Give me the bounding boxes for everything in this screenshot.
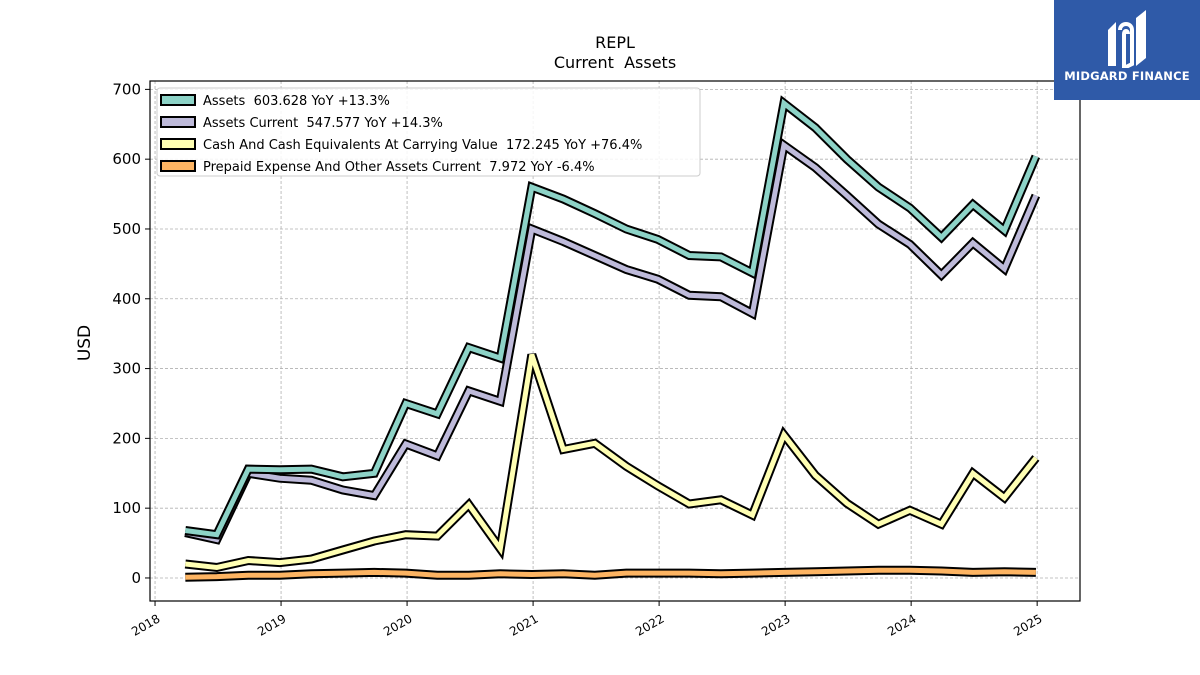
x-tick-label: 2020 [381,611,414,638]
x-tick-label: 2022 [633,611,666,638]
brand-logo: MIDGARD FINANCE [1054,0,1200,100]
chart-subtitle: Current Assets [554,53,676,72]
legend-entry: Assets 603.628 YoY +13.3% [203,94,390,109]
x-tick-label: 2024 [885,611,918,638]
y-tick-label: 400 [112,290,141,308]
x-tick-label: 2018 [129,611,162,638]
series-1 [184,95,1041,540]
y-tick-label: 0 [131,569,141,587]
series-line [184,98,1039,538]
series-line-outline [184,353,1040,573]
series-4 [185,565,1037,582]
y-tick-label: 300 [112,360,141,378]
logo-text: MIDGARD FINANCE [1064,69,1190,83]
logo-mark-icon [1108,10,1146,68]
x-tick-label: 2019 [255,611,288,638]
y-tick-label: 200 [112,429,141,447]
y-axis-label: USD [75,325,95,361]
plot-area: 0 100 200 300 400 500 600 700 2018 2019 2020 2021 20… [112,80,1081,639]
legend-entry: Assets Current 547.577 YoY +14.3% [203,116,443,131]
series-3 [184,353,1040,573]
legend-box [156,87,701,177]
y-tick-label: 700 [112,80,141,98]
y-tick-label: 100 [112,499,141,517]
x-tick-label: 2023 [759,611,792,638]
series-line [185,353,1038,571]
legend-swatch [160,94,196,106]
legend-swatch [160,116,196,128]
y-tick-label: 500 [112,220,141,238]
x-tick-label: 2021 [507,611,540,638]
plot-frame [149,80,1081,602]
x-tick-label: 2025 [1011,611,1044,638]
legend-swatch [160,160,196,172]
series-line [184,140,1039,543]
legend-entry: Cash And Cash Equivalents At Carrying Va… [203,138,642,153]
series-2 [184,137,1041,545]
legend-entry: Prepaid Expense And Other Assets Current… [203,160,595,175]
legend-swatch [160,138,196,150]
y-tick-label: 600 [112,150,141,168]
legend: Assets 603.628 YoY +13.3% Assets Current … [156,87,701,177]
chart-title: REPL [595,33,635,52]
series-line [185,567,1036,580]
